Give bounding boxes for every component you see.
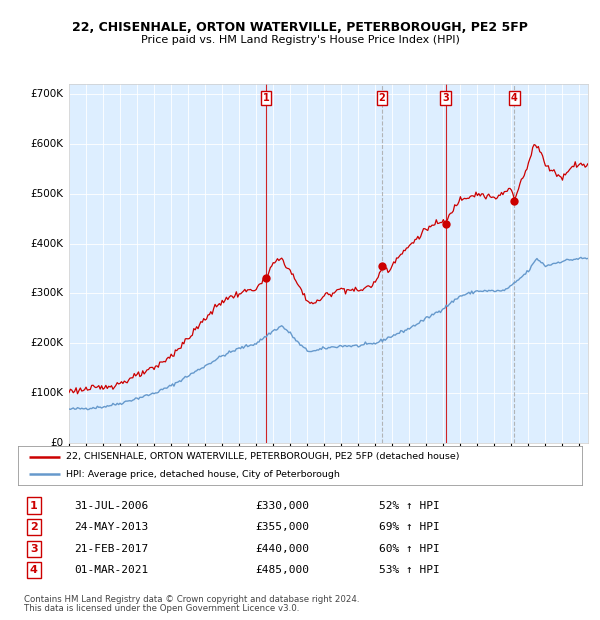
- Text: £100K: £100K: [31, 388, 64, 399]
- Text: £355,000: £355,000: [255, 522, 309, 532]
- Text: £700K: £700K: [31, 89, 64, 99]
- Text: £330,000: £330,000: [255, 500, 309, 511]
- Text: 3: 3: [30, 544, 38, 554]
- Text: This data is licensed under the Open Government Licence v3.0.: This data is licensed under the Open Gov…: [24, 604, 299, 613]
- Text: £300K: £300K: [31, 288, 64, 298]
- Text: 1: 1: [263, 93, 269, 103]
- Text: £600K: £600K: [31, 139, 64, 149]
- Text: Price paid vs. HM Land Registry's House Price Index (HPI): Price paid vs. HM Land Registry's House …: [140, 35, 460, 45]
- Text: 52% ↑ HPI: 52% ↑ HPI: [379, 500, 440, 511]
- Text: HPI: Average price, detached house, City of Peterborough: HPI: Average price, detached house, City…: [66, 470, 340, 479]
- Text: £485,000: £485,000: [255, 565, 309, 575]
- Text: 2: 2: [30, 522, 38, 532]
- Text: 22, CHISENHALE, ORTON WATERVILLE, PETERBOROUGH, PE2 5FP: 22, CHISENHALE, ORTON WATERVILLE, PETERB…: [72, 22, 528, 34]
- Text: 31-JUL-2006: 31-JUL-2006: [74, 500, 149, 511]
- Text: £200K: £200K: [31, 339, 64, 348]
- Text: 24-MAY-2013: 24-MAY-2013: [74, 522, 149, 532]
- Text: 01-MAR-2021: 01-MAR-2021: [74, 565, 149, 575]
- Text: 53% ↑ HPI: 53% ↑ HPI: [379, 565, 440, 575]
- Text: 22, CHISENHALE, ORTON WATERVILLE, PETERBOROUGH, PE2 5FP (detached house): 22, CHISENHALE, ORTON WATERVILLE, PETERB…: [66, 452, 460, 461]
- Text: 3: 3: [442, 93, 449, 103]
- Text: 60% ↑ HPI: 60% ↑ HPI: [379, 544, 440, 554]
- Text: £440,000: £440,000: [255, 544, 309, 554]
- Text: 2: 2: [379, 93, 385, 103]
- Text: £500K: £500K: [31, 188, 64, 198]
- Text: £0: £0: [50, 438, 64, 448]
- Text: 21-FEB-2017: 21-FEB-2017: [74, 544, 149, 554]
- Text: £400K: £400K: [31, 239, 64, 249]
- Text: 69% ↑ HPI: 69% ↑ HPI: [379, 522, 440, 532]
- Text: 1: 1: [30, 500, 38, 511]
- Text: Contains HM Land Registry data © Crown copyright and database right 2024.: Contains HM Land Registry data © Crown c…: [24, 595, 359, 604]
- Text: 4: 4: [511, 93, 518, 103]
- Text: 4: 4: [30, 565, 38, 575]
